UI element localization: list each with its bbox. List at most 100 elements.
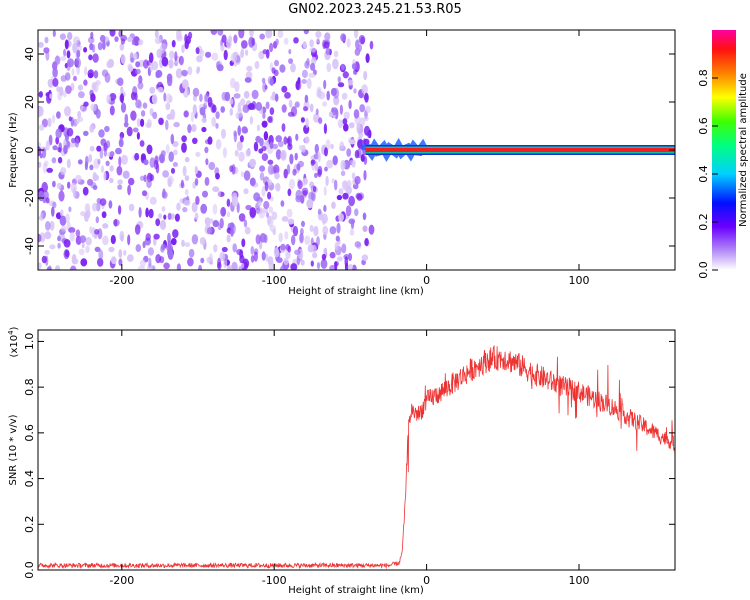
noise-speckle	[353, 30, 359, 39]
noise-speckle	[351, 63, 357, 70]
noise-speckle	[240, 171, 245, 178]
noise-speckle	[101, 69, 109, 77]
noise-speckle	[211, 52, 219, 61]
noise-speckle	[194, 212, 199, 220]
noise-speckle	[184, 242, 191, 248]
noise-speckle	[42, 148, 47, 159]
noise-speckle	[261, 145, 267, 152]
noise-speckle	[168, 151, 174, 162]
noise-speckle	[236, 248, 243, 256]
noise-speckle	[187, 66, 193, 76]
noise-speckle	[313, 225, 319, 237]
noise-speckle	[310, 190, 316, 202]
noise-speckle	[293, 37, 299, 44]
noise-speckle	[258, 210, 266, 219]
noise-speckle	[99, 198, 107, 206]
noise-speckle	[72, 42, 78, 54]
noise-speckle	[240, 49, 245, 59]
noise-speckle	[72, 187, 76, 198]
noise-speckle	[71, 137, 76, 144]
noise-speckle	[143, 174, 147, 183]
noise-speckle	[325, 139, 331, 151]
noise-speckle	[226, 198, 231, 207]
noise-speckle	[222, 147, 227, 159]
noise-speckle	[281, 104, 287, 113]
snr-x-tick-label: -200	[109, 574, 134, 587]
noise-speckle	[84, 66, 88, 76]
noise-speckle	[165, 93, 172, 104]
noise-speckle	[309, 39, 314, 48]
noise-speckle	[182, 165, 187, 177]
noise-speckle	[255, 135, 262, 143]
noise-speckle	[208, 161, 216, 171]
noise-speckle	[85, 210, 91, 218]
noise-speckle	[170, 133, 175, 145]
noise-speckle	[336, 194, 343, 201]
noise-speckle	[305, 117, 309, 128]
noise-speckle	[132, 127, 139, 133]
noise-speckle	[256, 196, 263, 204]
noise-speckle	[110, 234, 116, 245]
noise-speckle	[367, 130, 372, 139]
noise-speckle	[47, 117, 52, 128]
noise-speckle	[269, 224, 276, 232]
noise-speckle	[368, 224, 375, 235]
noise-speckle	[192, 95, 197, 102]
noise-speckle	[45, 197, 50, 204]
noise-speckle	[118, 30, 122, 38]
snr-layer	[38, 344, 675, 570]
noise-speckle	[155, 69, 163, 78]
noise-speckle	[288, 58, 294, 64]
noise-speckle	[349, 122, 355, 129]
noise-speckle	[128, 65, 134, 72]
signal-band-core	[365, 148, 675, 152]
noise-speckle	[326, 159, 334, 169]
noise-speckle	[167, 232, 171, 244]
noise-speckle	[167, 249, 174, 260]
noise-speckle	[118, 138, 124, 148]
noise-speckle	[146, 178, 152, 189]
noise-speckle	[57, 147, 62, 153]
noise-speckle	[245, 149, 251, 157]
noise-speckle	[140, 110, 146, 117]
noise-speckle	[52, 30, 56, 37]
noise-speckle	[231, 261, 238, 270]
noise-speckle	[98, 129, 105, 138]
noise-speckle	[73, 75, 77, 82]
snr-y-tick-label: 1.0	[23, 333, 36, 351]
colorbar-axes: 0.0 0.2 0.4 0.6 0.8	[697, 69, 718, 279]
noise-speckle	[56, 111, 61, 119]
noise-speckle	[45, 221, 51, 231]
noise-speckle	[342, 192, 349, 200]
noise-speckle	[317, 208, 322, 215]
noise-speckle	[288, 99, 293, 108]
noise-speckle	[169, 50, 175, 60]
noise-speckle	[83, 101, 89, 107]
noise-speckle	[76, 49, 81, 59]
heatmap-y-tick-label: -40	[23, 237, 36, 255]
noise-speckle	[117, 205, 122, 215]
noise-speckle	[163, 214, 167, 220]
noise-speckle	[275, 135, 283, 143]
noise-speckle	[226, 234, 231, 243]
noise-speckle	[280, 243, 286, 251]
noise-speckle	[333, 50, 339, 58]
noise-speckle	[300, 228, 304, 235]
noise-speckle	[219, 251, 226, 262]
noise-speckle	[145, 207, 149, 218]
noise-speckle	[44, 249, 50, 255]
noise-speckle	[160, 150, 166, 158]
noise-speckle	[94, 246, 100, 252]
noise-speckle	[102, 40, 106, 50]
noise-speckle	[64, 72, 71, 81]
noise-speckle	[294, 152, 298, 161]
noise-speckle	[283, 136, 288, 145]
noise-speckle	[46, 167, 53, 173]
noise-speckle	[358, 132, 364, 138]
noise-speckle	[172, 162, 178, 167]
noise-speckle	[317, 165, 323, 176]
noise-speckle	[363, 116, 369, 122]
noise-speckle	[75, 118, 80, 125]
noise-speckle	[140, 118, 145, 127]
noise-speckle	[173, 121, 180, 128]
